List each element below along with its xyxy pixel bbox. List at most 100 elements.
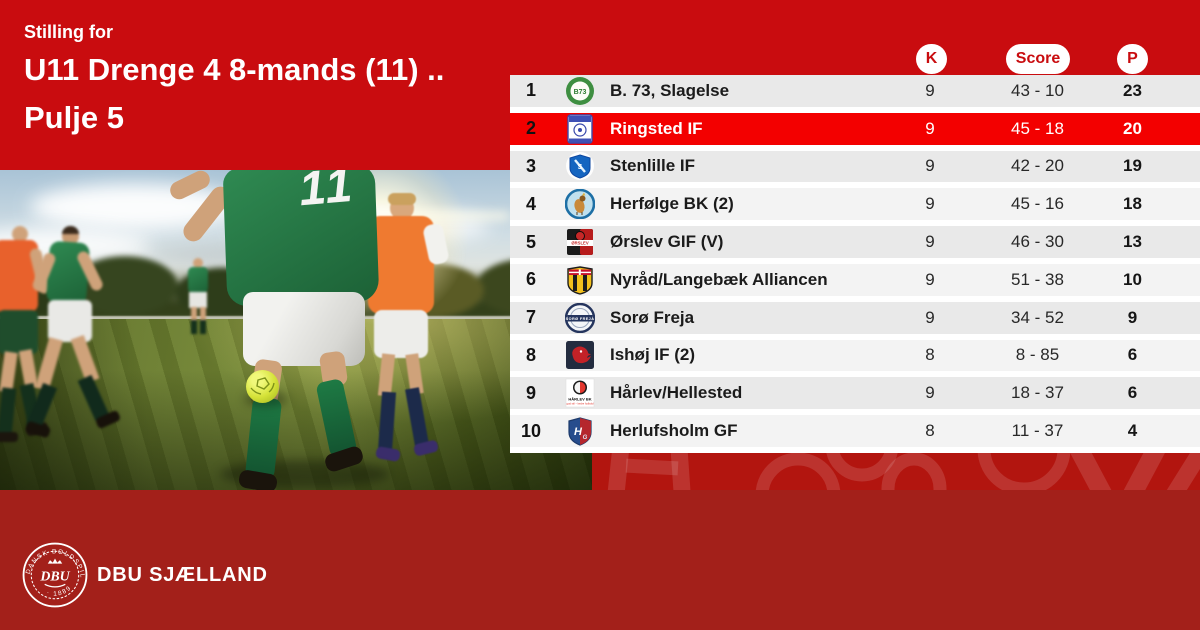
score-cell: 34 - 52: [1011, 307, 1064, 327]
score-cell: 43 - 10: [1011, 80, 1064, 100]
svg-text:B73: B73: [574, 89, 587, 96]
points-cell: 20: [1123, 118, 1142, 138]
player-sock: [191, 320, 197, 334]
table-row: 9 HÅRLEV BK god stil – bedre fodbold Hårl…: [510, 377, 1200, 416]
svg-text:ØRSLEV: ØRSLEV: [571, 241, 588, 246]
player-leg: [200, 307, 206, 323]
brand-wordmark: DBU SJÆLLAND: [97, 564, 268, 586]
dbu-seal-icon: DANSK BOLDSPIL-UNION · 1889 · DBU: [22, 542, 88, 608]
column-header-k: K: [916, 44, 947, 74]
footer-band: [0, 490, 1200, 630]
player-sock: [0, 387, 17, 435]
player-leg: [35, 337, 63, 391]
svg-text:god stil – bedre fodbold: god stil – bedre fodbold: [567, 402, 595, 406]
matches-cell: 9: [925, 194, 935, 214]
photo-player-bib-center: [338, 193, 458, 490]
svg-text:SORØ FREJA: SORØ FREJA: [566, 317, 595, 321]
position-cell: 10: [520, 420, 542, 441]
score-cell: 45 - 18: [1011, 118, 1064, 138]
crest-watermark-icon: [605, 453, 1200, 490]
player-sock: [244, 396, 283, 480]
matches-cell: 8: [925, 345, 935, 365]
points-cell: 6: [1127, 345, 1138, 365]
seal-flourish: [44, 583, 66, 588]
soroe-freja-logo: SORØ FREJA: [552, 302, 608, 333]
player-shorts: [243, 292, 365, 366]
photo-player-bib-left: [0, 226, 56, 466]
matches-cell: 9: [925, 232, 935, 252]
position-cell: 2: [525, 118, 536, 139]
points-cell: 10: [1123, 269, 1142, 289]
football: [246, 370, 279, 403]
points-cell: 18: [1123, 194, 1142, 214]
seal-crown-icon: [47, 558, 63, 564]
score-cell: 42 - 20: [1011, 156, 1064, 176]
team-name-cell: Sorø Freja: [610, 307, 695, 327]
photo-player-central: 11: [167, 170, 398, 490]
player-leg: [70, 334, 100, 384]
svg-text:G: G: [583, 435, 588, 441]
column-header-score: Score: [1006, 44, 1070, 74]
table-row-highlighted: 2 Ringsted IF 9 45 - 18 20: [510, 112, 1200, 151]
b73-slagelse-logo: B73: [552, 76, 608, 106]
score-cell: 51 - 38: [1011, 269, 1064, 289]
page-title: U11 Drenge 4 8-mands (11) ..: [24, 52, 445, 87]
player-shorts: [0, 310, 38, 354]
pool-subtitle: Pulje 5: [24, 100, 124, 135]
points-cell: 19: [1123, 156, 1142, 176]
player-jersey: [188, 267, 208, 293]
player-shorts: [189, 292, 207, 308]
table-row: 1 B73 B. 73, Slagelse 9 43 - 10 23: [510, 75, 1200, 113]
matches-cell: 9: [925, 118, 935, 138]
points-cell: 13: [1123, 232, 1142, 252]
column-header-p: P: [1117, 44, 1148, 74]
score-cell: 46 - 30: [1011, 232, 1064, 252]
nyraad-langebaek-logo: [552, 265, 608, 295]
football-pattern: [250, 377, 275, 395]
player-head: [193, 258, 203, 268]
player-shorts: [48, 300, 92, 342]
player-sock: [200, 320, 206, 334]
svg-text:S: S: [578, 164, 583, 171]
score-cell: 45 - 16: [1011, 194, 1064, 214]
player-shoe: [24, 420, 52, 439]
oerslev-gif-logo: ØRSLEV: [552, 227, 608, 257]
svg-text:HÅRLEV BK: HÅRLEV BK: [568, 397, 591, 402]
table-row: 6 Nyråd/Langebæk Alliancen 9 51 - 38 10: [510, 263, 1200, 302]
matches-cell: 9: [925, 269, 935, 289]
score-cell: 8 - 85: [1015, 345, 1060, 365]
team-name-cell: Herlufsholm GF: [610, 421, 738, 441]
photo-player-runner: [24, 226, 122, 478]
points-cell: 23: [1123, 80, 1142, 100]
crest-watermark-strip: [592, 453, 1200, 490]
points-cell: 9: [1127, 307, 1138, 327]
matches-cell: 9: [925, 307, 935, 327]
position-cell: 8: [525, 344, 536, 365]
svg-text:H: H: [574, 426, 583, 438]
position-cell: 6: [525, 269, 536, 290]
seal-monogram: DBU: [39, 570, 70, 585]
points-cell: 6: [1127, 383, 1138, 403]
standings-table: 1 B73 B. 73, Slagelse 9 43 - 10 23 2 Rin…: [510, 75, 1200, 453]
ringsted-if-logo: [552, 113, 608, 144]
team-name-cell: Ringsted IF: [610, 118, 703, 138]
team-name-cell: Ishøj IF (2): [610, 345, 695, 365]
team-name-cell: Nyråd/Langebæk Alliancen: [610, 269, 828, 289]
team-name-cell: Ørslev GIF (V): [610, 232, 724, 252]
herfoelge-bk-logo: [552, 189, 608, 220]
table-row: 5 ØRSLEV Ørslev GIF (V) 9 46 - 30 13: [510, 226, 1200, 264]
team-name-cell: B. 73, Slagelse: [610, 80, 730, 100]
eyebrow-label: Stilling for: [24, 22, 113, 42]
table-row: 4 Herfølge BK (2) 9 45 - 16 18: [510, 188, 1200, 227]
team-name-cell: Herfølge BK (2): [610, 194, 734, 214]
table-row: 7 SORØ FREJA Sorø Freja 9 34 - 52 9: [510, 301, 1200, 340]
position-cell: 4: [525, 193, 536, 214]
player-shoe: [0, 432, 18, 442]
player-hair: [388, 193, 416, 205]
position-cell: 5: [525, 231, 536, 252]
matches-cell: 9: [925, 383, 935, 403]
team-name-cell: Stenlille IF: [610, 156, 696, 176]
table-row: 3 S Stenlille IF 9 42 - 20 19: [510, 150, 1200, 189]
